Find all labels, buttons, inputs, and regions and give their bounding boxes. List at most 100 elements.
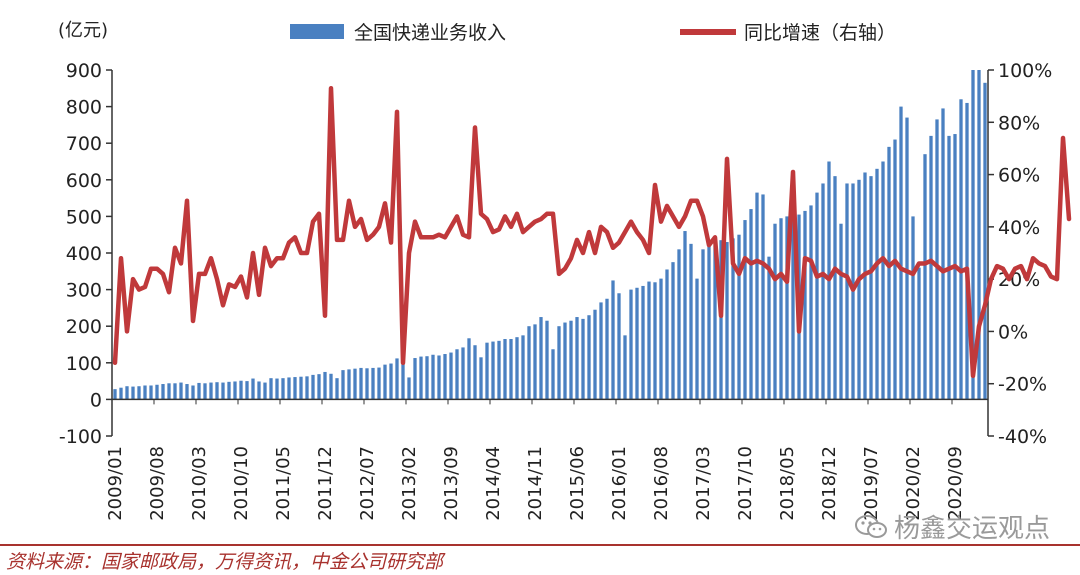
left-tick-label: 0: [90, 389, 102, 411]
revenue-bar: [293, 377, 297, 400]
revenue-bar: [557, 326, 561, 400]
x-tick-label: 2009/08: [147, 446, 168, 521]
revenue-bar: [923, 154, 927, 400]
revenue-bar: [491, 341, 495, 400]
revenue-bar: [329, 373, 333, 400]
revenue-bar: [269, 378, 273, 400]
revenue-bar: [803, 210, 807, 400]
revenue-bar: [257, 381, 261, 400]
revenue-bar: [881, 161, 885, 400]
revenue-bar: [281, 378, 285, 400]
x-tick-label: 2020/09: [945, 446, 966, 521]
revenue-bar: [197, 382, 201, 400]
revenue-bar: [371, 367, 375, 400]
revenue-bar: [905, 117, 909, 400]
revenue-bar: [983, 82, 987, 400]
revenue-bar: [497, 340, 501, 400]
revenue-bar: [971, 70, 975, 400]
revenue-bar: [809, 205, 813, 400]
revenue-bar: [521, 335, 525, 400]
revenue-bar: [179, 382, 183, 400]
revenue-bar: [665, 269, 669, 400]
right-tick-label: 40%: [998, 217, 1040, 239]
left-tick-label: 400: [66, 243, 102, 265]
revenue-bar: [155, 384, 159, 400]
right-tick-label: 80%: [998, 112, 1040, 134]
growth-line: [112, 86, 1072, 379]
revenue-bar: [317, 374, 321, 400]
revenue-bar: [629, 289, 633, 400]
x-tick-label: 2011/05: [273, 446, 294, 521]
x-tick-label: 2013/09: [441, 446, 462, 521]
legend-line-label: 同比增速（右轴）: [744, 22, 896, 44]
revenue-bar: [191, 385, 195, 400]
watermark: 杨鑫交运观点: [854, 508, 1050, 545]
revenue-bar: [587, 315, 591, 400]
left-tick-label: 200: [66, 316, 102, 338]
right-tick-label: 0%: [998, 321, 1028, 343]
revenue-bar: [959, 99, 963, 400]
revenue-bar: [917, 267, 921, 400]
watermark-text: 杨鑫交运观点: [893, 514, 1050, 544]
left-tick-label: 700: [66, 133, 102, 155]
revenue-bar: [533, 324, 537, 400]
revenue-bar: [911, 216, 915, 400]
revenue-bar: [653, 282, 657, 400]
x-tick-label: 2014/04: [483, 446, 504, 521]
revenue-bar: [461, 347, 465, 400]
revenue-bar: [737, 234, 741, 400]
revenue-bar: [929, 135, 933, 400]
x-tick-label: 2016/08: [651, 446, 672, 521]
revenue-bar: [575, 317, 579, 400]
revenue-bar: [413, 358, 417, 400]
revenue-bar: [887, 146, 891, 400]
revenue-bar: [455, 349, 459, 400]
revenue-bar: [419, 356, 423, 400]
right-tick-label: 60%: [998, 165, 1040, 187]
revenue-bar: [599, 302, 603, 400]
revenue-bar: [833, 176, 837, 400]
legend-bar-swatch: [290, 24, 344, 39]
revenue-bar: [839, 223, 843, 400]
revenue-bar: [203, 383, 207, 400]
revenue-bar: [707, 245, 711, 400]
revenue-bar: [731, 238, 735, 400]
left-tick-label: 100: [66, 353, 102, 375]
revenue-bar: [749, 209, 753, 400]
revenue-bar: [755, 192, 759, 400]
revenue-bar: [263, 382, 267, 400]
x-tick-label: 2013/02: [399, 446, 420, 521]
revenue-bar: [593, 309, 597, 400]
revenue-bar: [251, 378, 255, 400]
left-tick-label: -100: [59, 426, 102, 448]
revenue-bar: [173, 383, 177, 400]
revenue-bar: [407, 377, 411, 400]
revenue-bar: [857, 179, 861, 400]
revenue-bar: [761, 194, 765, 400]
revenue-bar: [821, 183, 825, 400]
revenue-bar: [617, 293, 621, 400]
x-tick-label: 2015/06: [567, 446, 588, 521]
revenue-bar: [131, 386, 135, 400]
revenue-bar: [725, 242, 729, 400]
revenue-bar: [467, 338, 471, 400]
revenue-bar: [641, 285, 645, 400]
revenue-bar: [893, 139, 897, 400]
revenue-bar: [353, 368, 357, 400]
revenue-bar: [473, 345, 477, 400]
revenue-bar: [701, 249, 705, 400]
revenue-bar: [341, 370, 345, 400]
revenue-bar: [305, 376, 309, 400]
revenue-bar: [581, 318, 585, 400]
revenue-bar: [485, 342, 489, 400]
legend-bar-label: 全国快递业务收入: [354, 22, 506, 44]
revenue-bar: [611, 280, 615, 400]
revenue-bar: [791, 212, 795, 400]
revenue-bar: [401, 359, 405, 400]
revenue-bar: [605, 298, 609, 400]
revenue-bar: [389, 363, 393, 400]
revenue-bar: [119, 387, 123, 400]
x-tick-label: 2010/03: [189, 446, 210, 521]
revenue-bar: [233, 381, 237, 400]
